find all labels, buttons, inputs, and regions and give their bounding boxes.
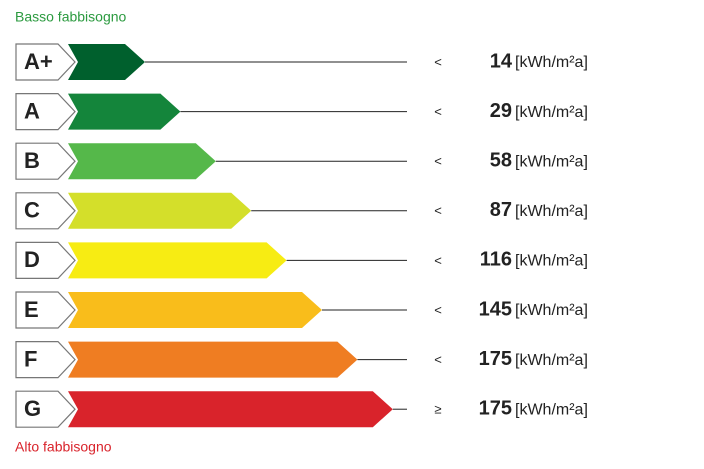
- class-box: [15, 192, 76, 230]
- unit: [kWh/m²a]: [515, 203, 588, 220]
- threshold-value: 58: [490, 149, 512, 171]
- comparator: <: [434, 352, 442, 367]
- threshold-value: 14: [490, 50, 513, 72]
- class-arrow: [68, 292, 322, 328]
- class-box: [15, 291, 76, 329]
- unit: [kWh/m²a]: [515, 352, 588, 369]
- comparator: ≥: [434, 402, 441, 417]
- comparator: <: [434, 154, 442, 169]
- class-box: [15, 93, 76, 131]
- class-label: A+: [24, 49, 53, 74]
- threshold-value: 145: [479, 298, 512, 320]
- unit: [kWh/m²a]: [515, 104, 588, 121]
- class-label: G: [24, 396, 41, 421]
- class-box: [15, 241, 76, 279]
- class-arrow: [68, 192, 252, 229]
- threshold-value: 116: [480, 249, 512, 271]
- class-arrow: [68, 93, 181, 130]
- unit: [kWh/m²a]: [515, 401, 588, 418]
- class-box: [15, 390, 76, 428]
- class-arrow: [68, 44, 145, 80]
- comparator: <: [434, 54, 442, 69]
- class-label: D: [24, 247, 40, 272]
- class-arrow: [68, 242, 287, 279]
- unit: [kWh/m²a]: [515, 253, 588, 270]
- class-label: E: [24, 297, 39, 322]
- class-label: A: [24, 98, 40, 123]
- threshold-value: 29: [490, 100, 512, 122]
- class-label: C: [24, 198, 40, 223]
- bottom-label: Alto fabbisogno: [15, 439, 112, 455]
- class-label: F: [24, 346, 37, 371]
- threshold-value: 87: [490, 199, 512, 221]
- threshold-value: 175: [479, 397, 512, 419]
- comparator: <: [434, 104, 442, 119]
- class-box: [15, 142, 76, 180]
- class-box: [15, 341, 76, 379]
- unit: [kWh/m²a]: [515, 302, 588, 319]
- threshold-value: 175: [479, 348, 512, 370]
- comparator: <: [434, 203, 442, 218]
- class-box: [15, 43, 76, 81]
- top-label: Basso fabbisogno: [15, 9, 127, 25]
- class-label: B: [24, 148, 40, 173]
- class-arrow: [68, 143, 216, 180]
- class-arrow: [68, 341, 358, 378]
- class-arrow: [68, 391, 393, 428]
- unit: [kWh/m²a]: [515, 153, 588, 170]
- unit: [kWh/m²a]: [515, 54, 588, 71]
- comparator: <: [434, 302, 442, 317]
- comparator: <: [434, 253, 442, 268]
